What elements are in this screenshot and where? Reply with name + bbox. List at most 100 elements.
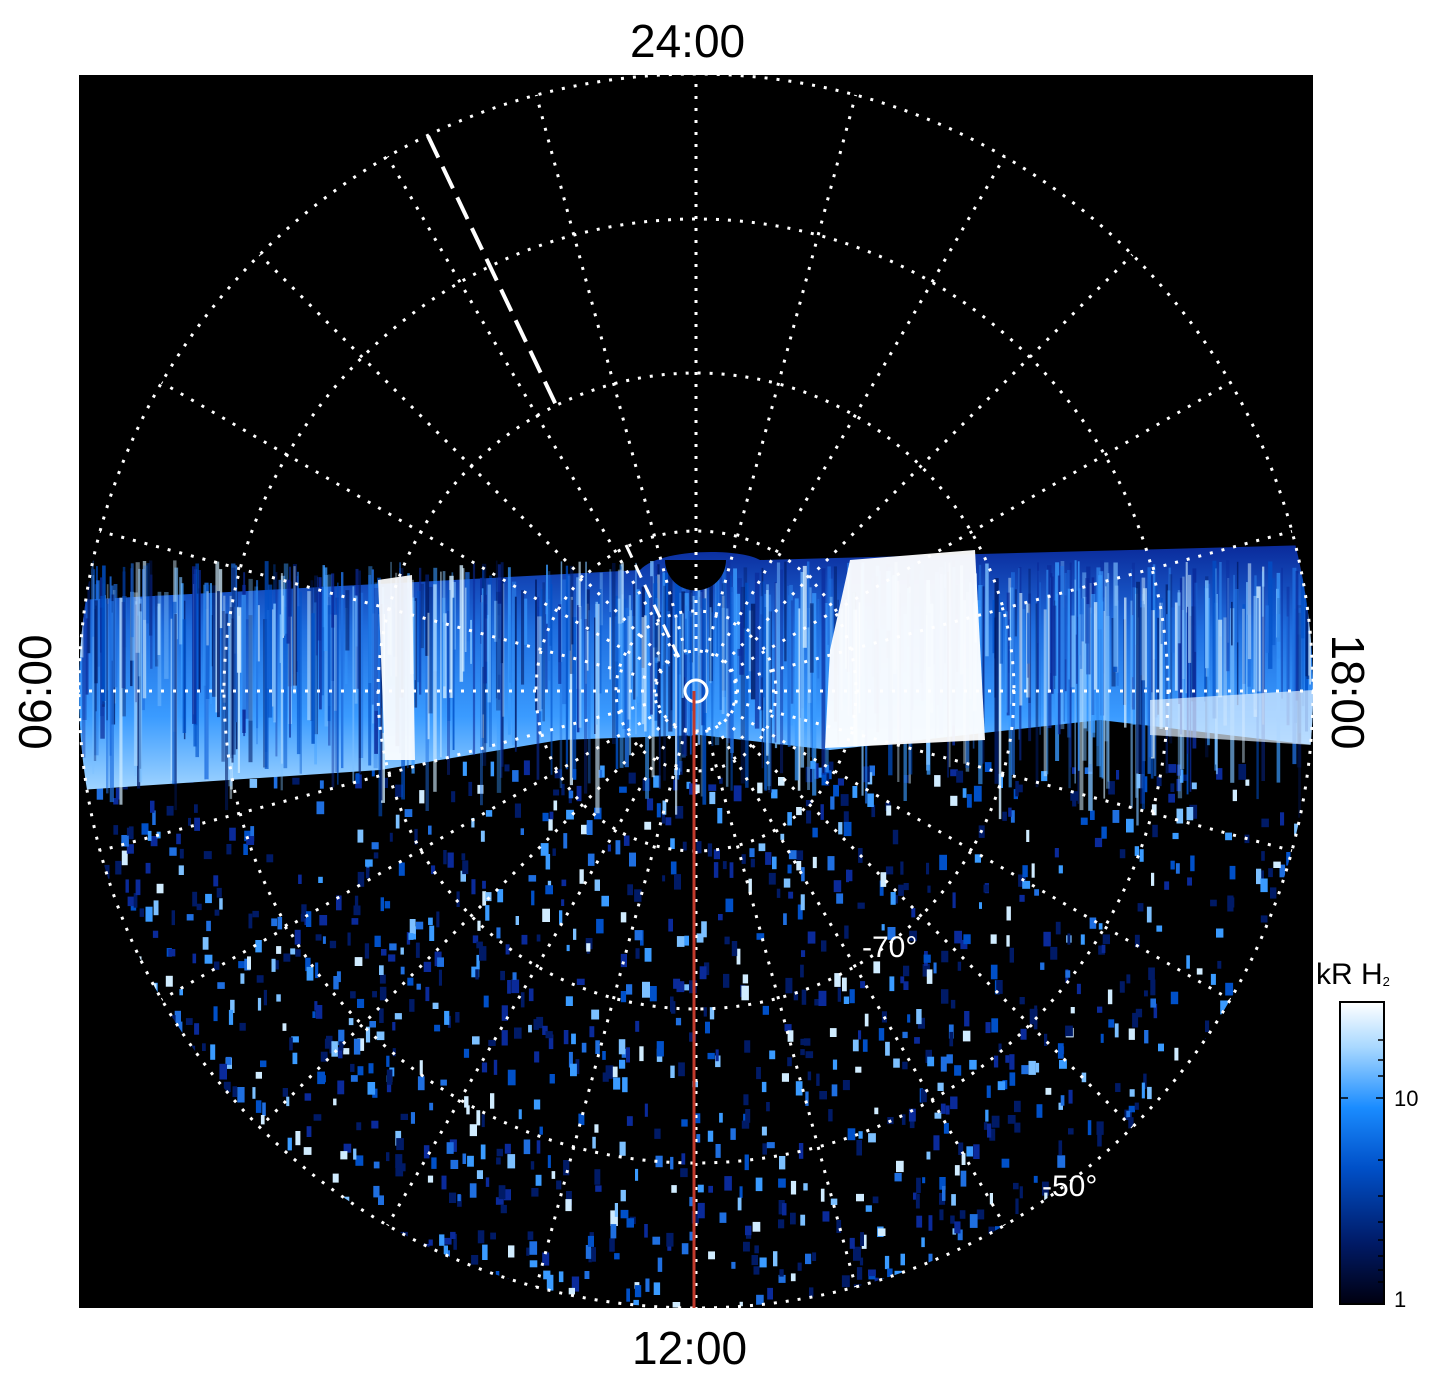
noise-pixel (892, 829, 899, 845)
noise-pixel (800, 964, 804, 978)
noise-pixel (576, 978, 585, 985)
noise-pixel (954, 930, 962, 944)
noise-pixel (338, 1047, 343, 1059)
noise-pixel (313, 1114, 322, 1121)
noise-pixel (373, 1185, 380, 1198)
noise-pixel (701, 921, 707, 938)
noise-pixel (514, 1027, 522, 1039)
noise-pixel (787, 864, 792, 874)
noise-pixel (1225, 832, 1232, 841)
noise-pixel (535, 1174, 542, 1186)
band-streak (780, 569, 784, 774)
noise-pixel (447, 1015, 451, 1028)
noise-pixel (472, 1036, 480, 1045)
band-streak (994, 617, 997, 698)
noise-pixel (505, 944, 510, 955)
noise-pixel (719, 777, 723, 784)
meridian-line (729, 709, 1232, 1001)
noise-pixel (885, 1041, 890, 1056)
band-streak (419, 567, 422, 695)
band-streak (334, 614, 338, 711)
noise-pixel (939, 1177, 946, 1190)
band-streak (1207, 597, 1210, 746)
band-streak (726, 560, 731, 744)
noise-pixel (490, 1093, 495, 1109)
band-streak (225, 613, 229, 811)
band-streak (767, 594, 772, 787)
noise-pixel (336, 895, 342, 911)
noise-pixel (780, 833, 785, 840)
noise-pixel (476, 941, 483, 949)
meridian-line (729, 381, 1232, 673)
noise-pixel (553, 800, 558, 811)
band-streak (1008, 577, 1012, 646)
noise-pixel (533, 1099, 541, 1110)
noise-pixel (926, 862, 930, 875)
noise-pixel (276, 946, 282, 954)
noise-pixel (779, 1156, 786, 1170)
band-streak (539, 619, 542, 732)
noise-pixel (1098, 923, 1103, 930)
noise-pixel (864, 1013, 869, 1027)
band-streak (1064, 573, 1067, 660)
band-streak (566, 575, 571, 651)
band-streak (286, 579, 290, 644)
band-streak (314, 602, 317, 765)
noise-pixel (818, 990, 827, 1006)
noise-pixel (798, 1143, 804, 1159)
band-streak (1265, 605, 1269, 653)
noise-pixel (570, 1063, 577, 1077)
noise-pixel (306, 1126, 312, 1137)
noise-pixel (1210, 899, 1217, 907)
band-streak (689, 616, 692, 755)
band-streak (122, 596, 127, 648)
noise-pixel (969, 1214, 978, 1228)
noise-pixel (1014, 1122, 1021, 1133)
noise-pixel (339, 1041, 344, 1051)
noise-pixel (748, 878, 752, 894)
time-label-bottom: 12:00 (632, 1322, 748, 1374)
noise-pixel (745, 1225, 752, 1236)
noise-pixel (639, 1046, 644, 1062)
meridian-line (99, 699, 658, 853)
noise-pixel (202, 937, 209, 950)
noise-pixel (628, 772, 636, 784)
noise-pixel (523, 1139, 531, 1155)
noise-pixel (998, 1043, 1002, 1053)
band-streak (1074, 579, 1076, 784)
noise-pixel (849, 989, 855, 1004)
band-streak (1179, 578, 1183, 735)
noise-pixel (373, 1161, 380, 1169)
noise-pixel (282, 1023, 287, 1031)
band-streak (106, 598, 108, 721)
noise-pixel (1067, 933, 1071, 945)
band-streak (1055, 593, 1059, 694)
band-streak (985, 563, 989, 657)
noise-pixel (662, 875, 666, 882)
band-streak (1192, 568, 1197, 749)
band-streak (827, 566, 831, 645)
noise-pixel (857, 902, 865, 909)
meridian-line (99, 529, 658, 683)
noise-pixel (831, 1084, 838, 1097)
noise-pixel (213, 875, 219, 887)
noise-pixel (171, 910, 175, 926)
band-streak (254, 586, 258, 694)
band-streak (1261, 586, 1265, 781)
noise-pixel (168, 949, 176, 957)
noise-pixel (386, 1069, 393, 1085)
noise-pixel (594, 807, 602, 820)
noise-pixel (615, 840, 621, 855)
noise-pixel (238, 961, 247, 969)
noise-pixel (1273, 861, 1281, 868)
noise-pixel (286, 1096, 290, 1107)
band-streak (1295, 570, 1299, 701)
noise-pixel (785, 977, 793, 994)
noise-pixel (812, 856, 817, 869)
band-streak (494, 600, 498, 642)
noise-pixel (1176, 808, 1184, 824)
band-streak (760, 596, 763, 678)
noise-pixel (686, 781, 691, 789)
band-streak (681, 613, 684, 698)
noise-pixel (847, 1128, 856, 1141)
